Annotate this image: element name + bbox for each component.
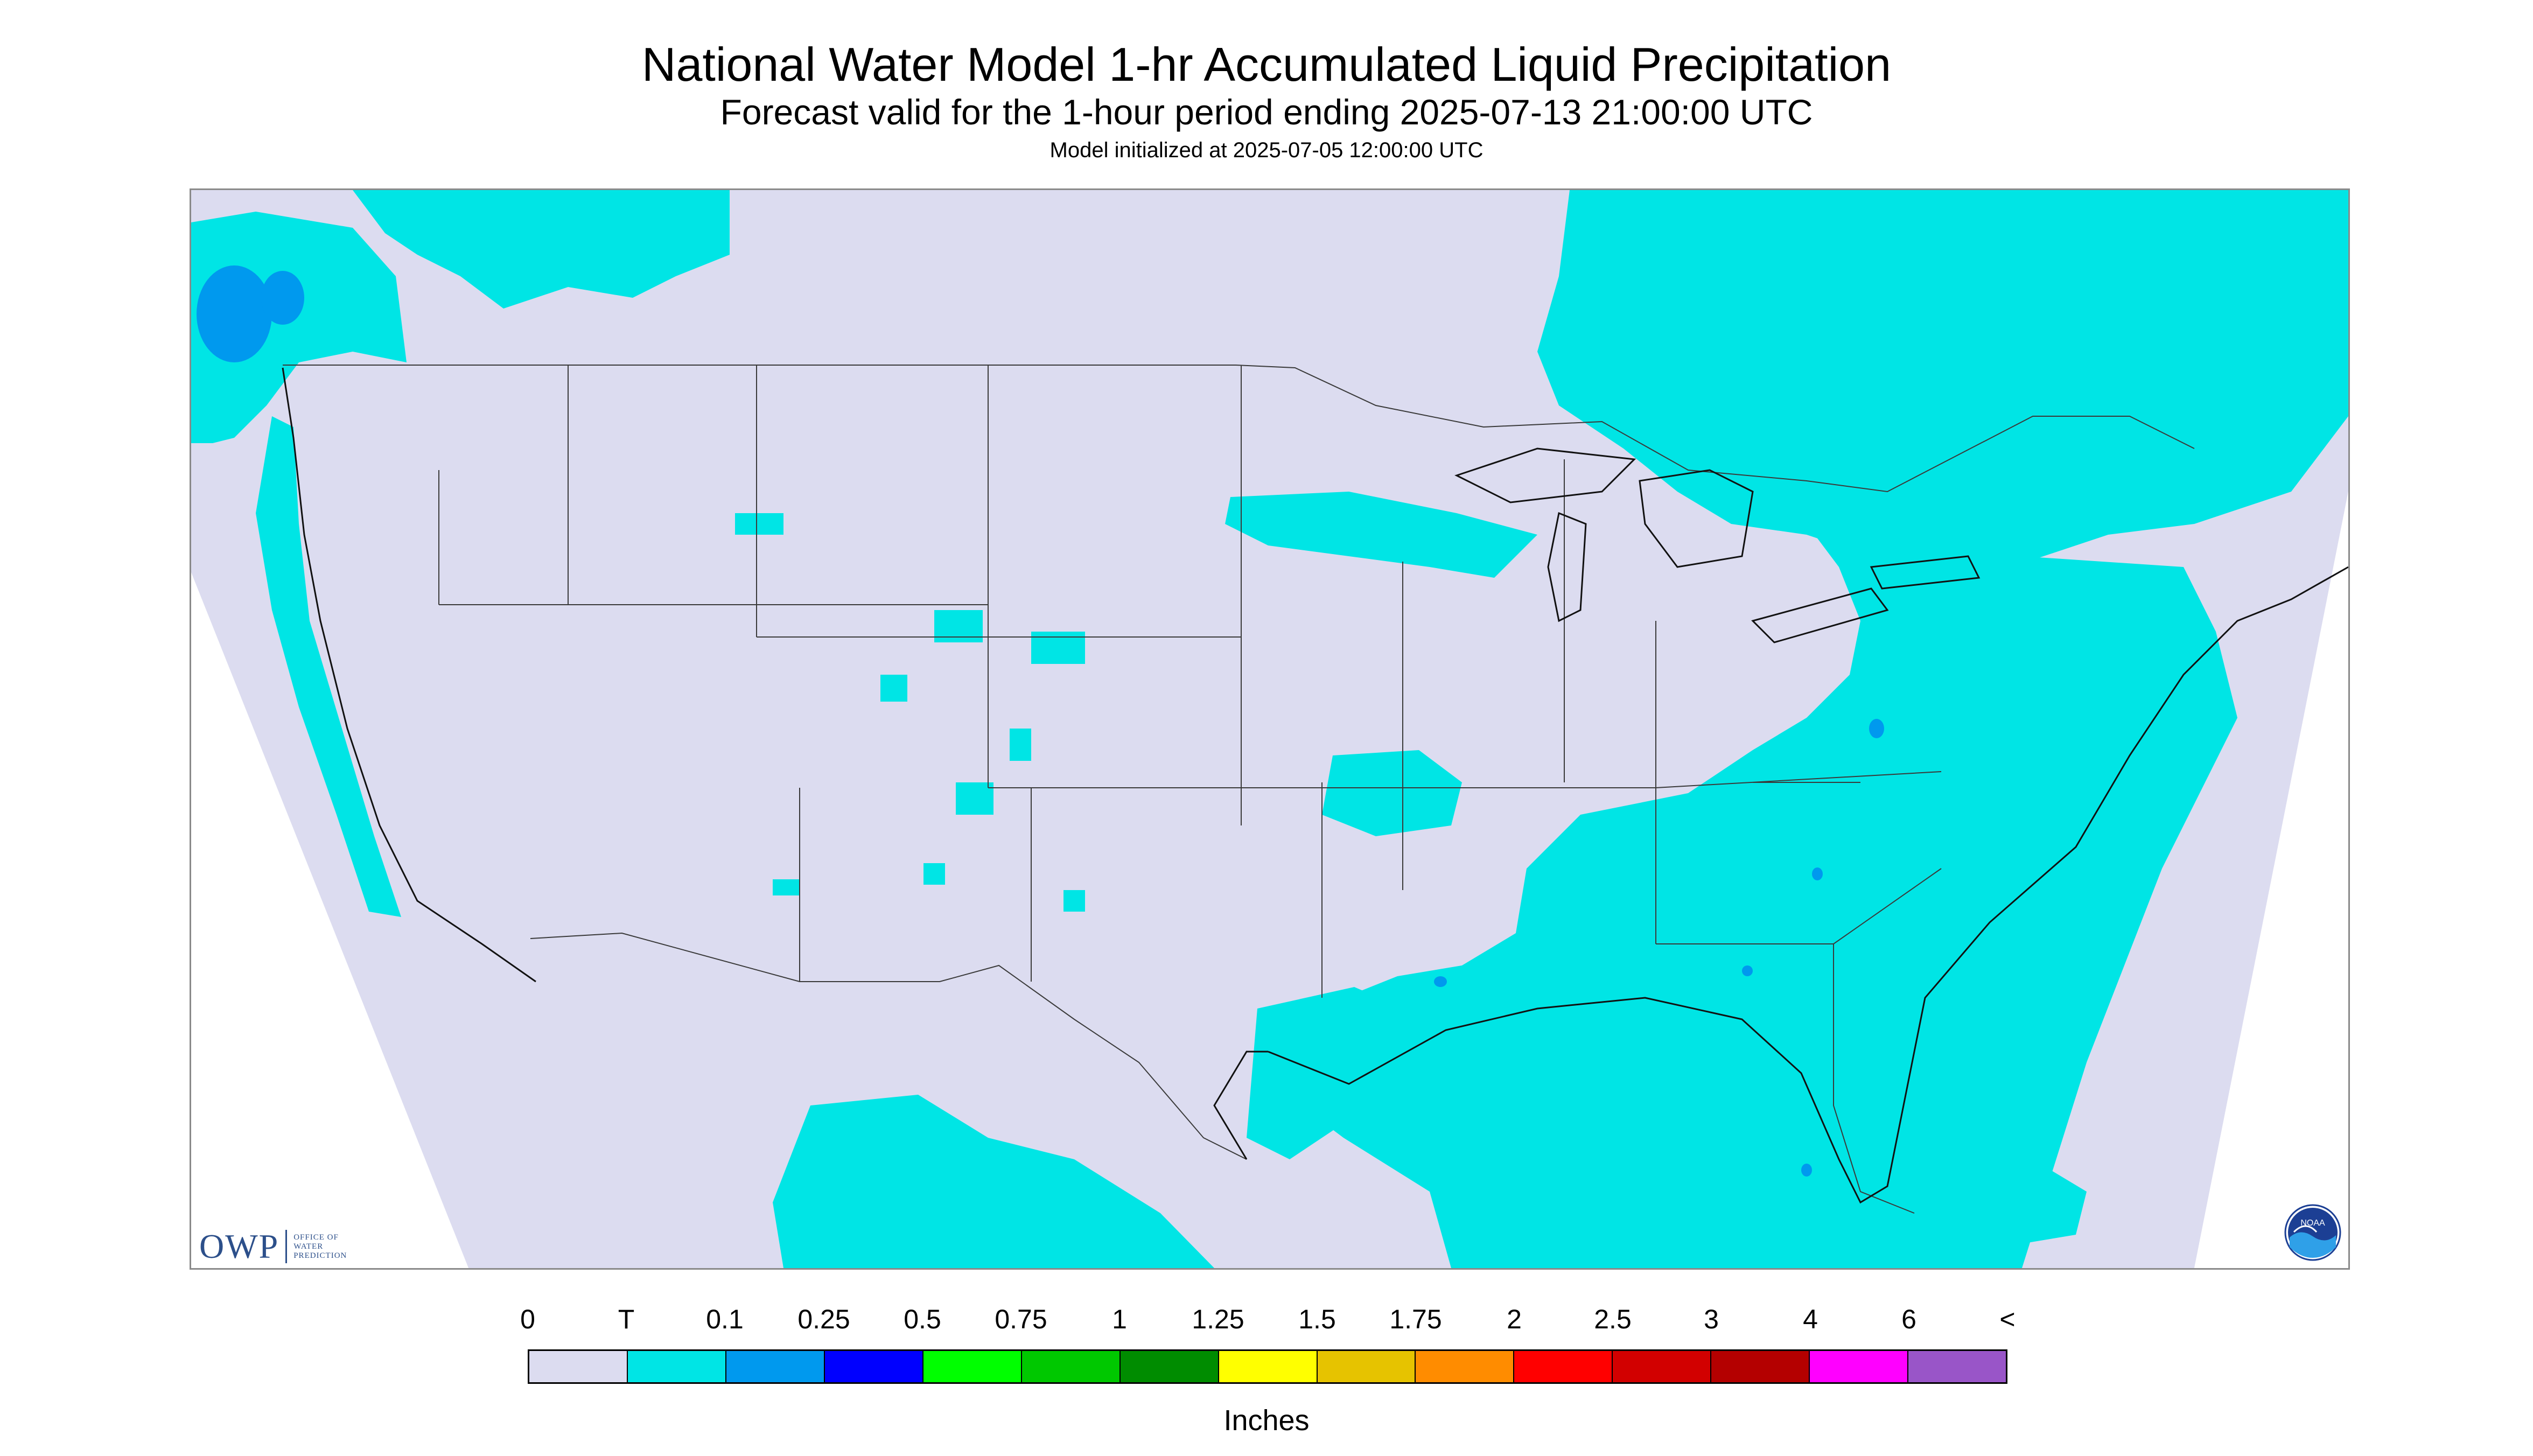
- legend-label: 1.5: [1298, 1304, 1336, 1334]
- legend-units: Inches: [1223, 1404, 1310, 1437]
- precip-light-spots: [197, 265, 1884, 1177]
- legend-swatch: [627, 1351, 726, 1382]
- legend-label: 3: [1704, 1304, 1719, 1334]
- legend-labels: 0 T 0.1 0.25 0.5 0.75 1 1.25 1.5 1.75 2 …: [0, 1303, 2533, 1341]
- outside-domain-right: [2194, 492, 2348, 1268]
- legend-label: 1: [1112, 1304, 1127, 1334]
- legend-colorbar: [528, 1349, 2007, 1384]
- legend-label: 0.5: [904, 1304, 941, 1334]
- legend-swatch: [1219, 1351, 1318, 1382]
- legend-label: 0.1: [706, 1304, 744, 1334]
- legend-label: 2: [1507, 1304, 1522, 1334]
- legend-swatch: [1810, 1351, 1909, 1382]
- legend-swatch: [726, 1351, 825, 1382]
- legend-label: 1.75: [1389, 1304, 1442, 1334]
- legend-label: T: [618, 1304, 635, 1334]
- legend-swatch: [1711, 1351, 1810, 1382]
- map-canvas: [191, 190, 2348, 1268]
- legend-label: 0.75: [995, 1304, 1047, 1334]
- model-init-text: Model initialized at 2025-07-05 12:00:00…: [1049, 138, 1484, 162]
- map-subtitle: Forecast valid for the 1-hour period end…: [720, 92, 1813, 132]
- owp-logo: OWP OFFICE OF WATER PREDICTION: [199, 1227, 347, 1266]
- legend-label: <: [1999, 1304, 2016, 1334]
- legend-swatch: [1514, 1351, 1613, 1382]
- map-title: National Water Model 1-hr Accumulated Li…: [641, 38, 1892, 91]
- owp-logo-letters: OWP: [199, 1227, 279, 1265]
- coastlines: [282, 367, 2348, 1204]
- precipitation-map: [190, 188, 2350, 1270]
- owp-logo-line: WATER: [293, 1242, 324, 1251]
- legend-swatch: [1416, 1351, 1515, 1382]
- legend-label: 4: [1803, 1304, 1818, 1334]
- owp-logo-line: PREDICTION: [293, 1251, 347, 1260]
- legend-label: 1.25: [1192, 1304, 1244, 1334]
- legend-swatch: [1908, 1351, 2006, 1382]
- legend-label: 6: [1901, 1304, 1916, 1334]
- owp-logo-divider: [285, 1230, 288, 1263]
- legend-swatch: [1021, 1351, 1121, 1382]
- legend-label: 0.25: [797, 1304, 850, 1334]
- legend-swatch: [1613, 1351, 1712, 1382]
- state-boundaries: [283, 365, 2195, 1214]
- outside-domain-left: [191, 572, 468, 1268]
- legend-swatch: [923, 1351, 1022, 1382]
- noaa-logo-text: NOAA: [2300, 1219, 2325, 1228]
- legend-swatch: [529, 1351, 628, 1382]
- great-lakes: [1454, 447, 1981, 643]
- owp-logo-text: OFFICE OF WATER PREDICTION: [293, 1233, 347, 1261]
- legend-swatch: [1120, 1351, 1219, 1382]
- legend-label: 0: [520, 1304, 535, 1334]
- noaa-logo: NOAA: [2284, 1204, 2341, 1261]
- legend-swatch: [824, 1351, 923, 1382]
- owp-logo-line: OFFICE OF: [293, 1233, 339, 1242]
- legend-label: 2.5: [1594, 1304, 1632, 1334]
- legend-swatch: [1317, 1351, 1416, 1382]
- precip-trace-areas: [191, 190, 2348, 1268]
